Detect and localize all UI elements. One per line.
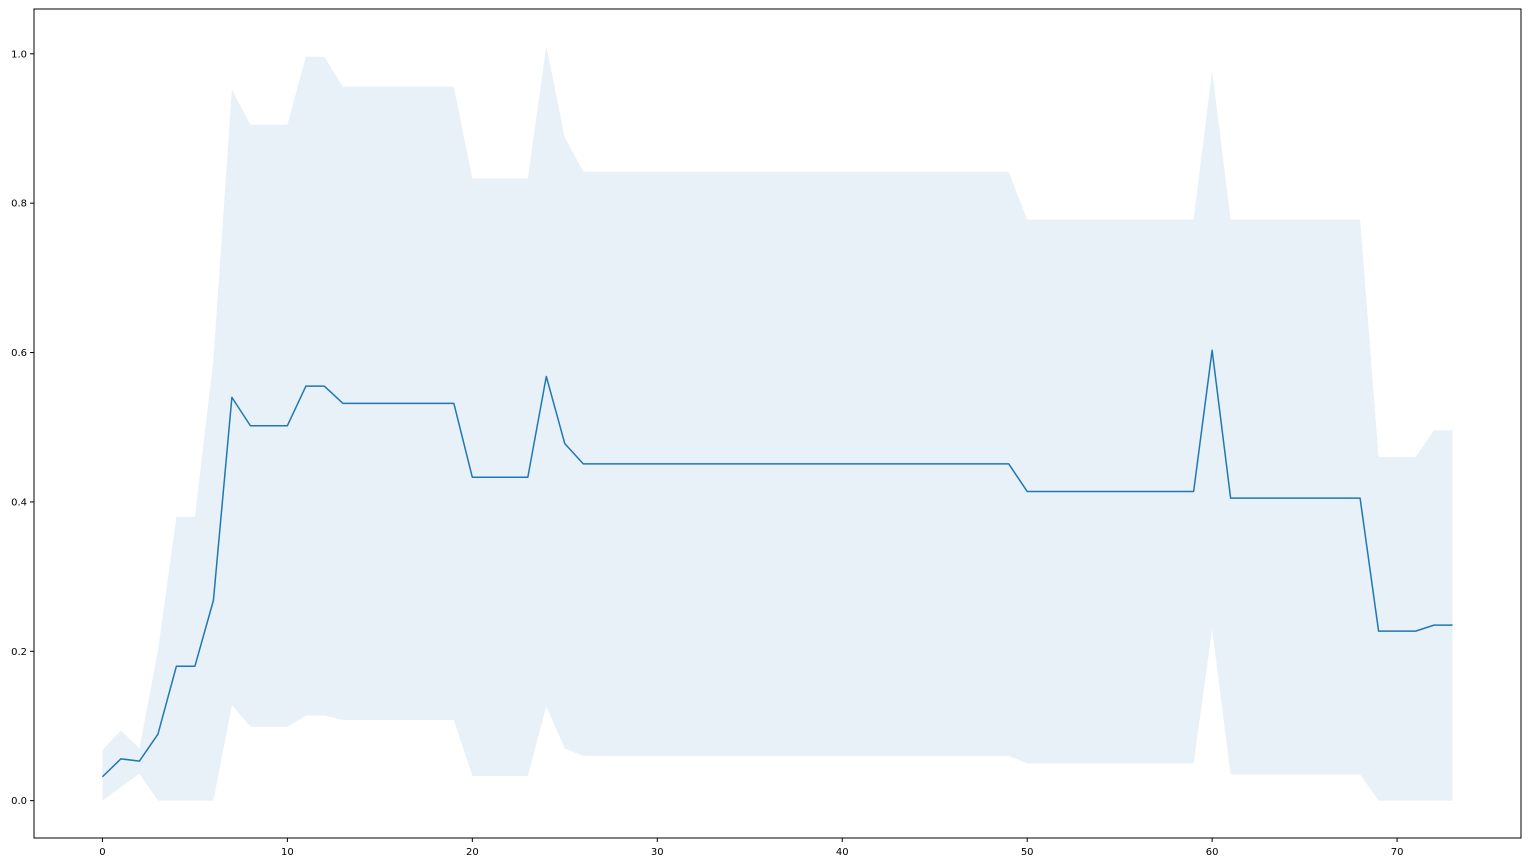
series-line-layer	[101, 349, 1453, 778]
y-tick-label: 1.0	[11, 49, 27, 60]
y-axis-ticks: 0.0 0.2 0.4 0.6 0.8 1.0	[11, 49, 34, 807]
y-tick-label: 0.4	[11, 497, 27, 508]
y-tick-label: 0.0	[11, 796, 27, 807]
y-tick-label: 0.2	[11, 647, 27, 658]
series-line	[101, 349, 1453, 778]
confidence-band-layer	[102, 46, 1453, 801]
x-tick-label: 50	[1021, 847, 1034, 858]
x-tick-label: 70	[1391, 847, 1404, 858]
x-tick-label: 0	[99, 847, 105, 858]
x-tick-label: 30	[651, 847, 664, 858]
x-tick-label: 20	[466, 847, 479, 858]
y-tick-label: 0.6	[11, 348, 27, 359]
x-tick-label: 40	[836, 847, 849, 858]
x-tick-label: 60	[1206, 847, 1219, 858]
axes-frame	[33, 8, 1522, 839]
confidence-band	[102, 46, 1453, 801]
y-tick-label: 0.8	[11, 199, 27, 210]
x-tick-label: 10	[281, 847, 294, 858]
x-axis-ticks: 0 10 20 30 40 50 60 70	[99, 838, 1403, 858]
